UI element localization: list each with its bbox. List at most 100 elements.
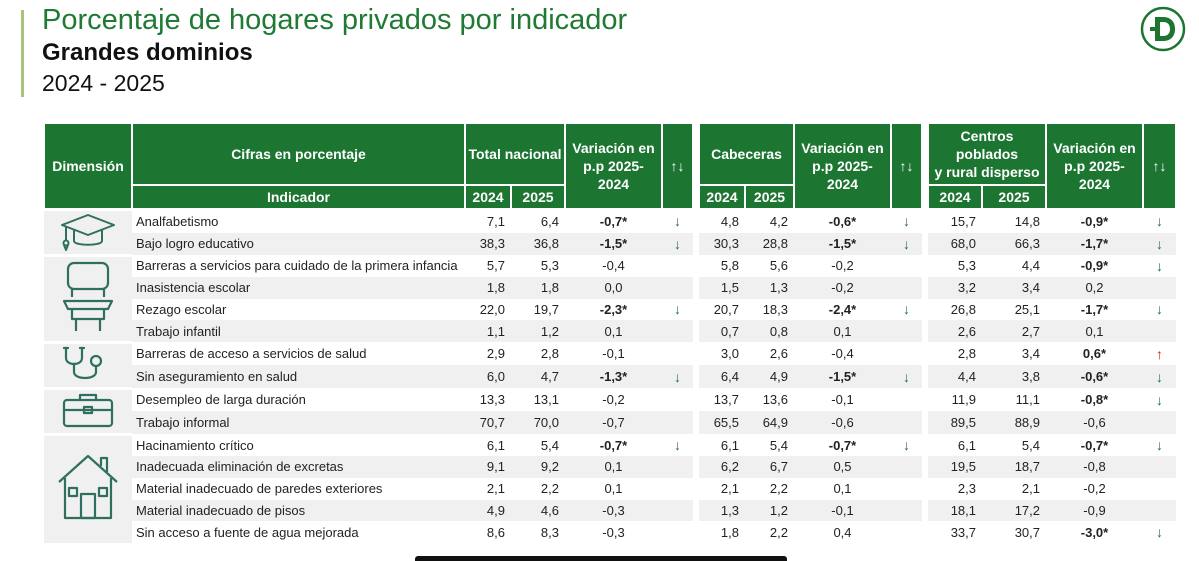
- centros-2024-value: 5,3: [928, 255, 982, 277]
- centros-2025-value: 88,9: [982, 411, 1046, 435]
- header-year-2024: 2024: [698, 184, 746, 210]
- cabeceras-2025-value: 2,6: [745, 342, 794, 366]
- cabeceras-2024-value: 6,4: [699, 365, 745, 389]
- table-row: Material inadecuado de paredes exteriore…: [44, 477, 1176, 500]
- cabeceras-2025-value: 64,9: [745, 411, 794, 435]
- indicator-name: Barreras de acceso a servicios de salud: [132, 342, 465, 366]
- briefcase-icon: [44, 386, 132, 435]
- centros-2025-value: 2,1: [982, 477, 1046, 500]
- cabeceras-variation-value: -0,1: [794, 499, 891, 522]
- house-icon: [44, 432, 132, 544]
- header-year-2025: 2025: [981, 184, 1047, 210]
- total-2025-value: 2,8: [511, 342, 565, 366]
- header-cabeceras: Cabeceras: [698, 122, 795, 186]
- column-gap: [922, 209, 928, 233]
- centros-2025-value: 3,4: [982, 276, 1046, 299]
- table-row: Barreras de acceso a servicios de salud 2…: [44, 340, 1176, 389]
- centros-2025-value: 3,4: [982, 342, 1046, 366]
- cabeceras-2025-value: 18,3: [745, 298, 794, 321]
- cabeceras-trend-arrow-icon: ↓: [891, 434, 922, 456]
- centros-2024-value: 11,9: [928, 388, 982, 412]
- column-gap: [693, 298, 699, 321]
- indicator-name: Analfabetismo: [132, 209, 465, 233]
- cabeceras-trend-arrow-icon: [891, 276, 922, 299]
- centros-variation-value: -0,2: [1046, 477, 1143, 500]
- indicators-table-body: Analfabetismo 7,1 6,4 -0,7* ↓ 4,8 4,2 -0,6* ↓ 15,…: [44, 207, 1176, 544]
- centros-2024-value: 6,1: [928, 434, 982, 456]
- indicator-name: Material inadecuado de paredes exteriore…: [132, 477, 465, 500]
- total-variation-value: -0,7: [565, 411, 662, 435]
- centros-variation-value: -0,9: [1046, 499, 1143, 522]
- table-row: Trabajo infantil 1,1 1,2 0,1 0,7 0,8 0,1 2,6 2,7…: [44, 320, 1176, 343]
- indicator-name: Sin acceso a fuente de agua mejorada: [132, 521, 465, 544]
- centros-2025-value: 5,4: [982, 434, 1046, 456]
- total-2024-value: 22,0: [465, 298, 511, 321]
- cabeceras-2025-value: 28,8: [745, 232, 794, 255]
- centros-2024-value: 2,6: [928, 320, 982, 343]
- table-row: Analfabetismo 7,1 6,4 -0,7* ↓ 4,8 4,2 -0,6* ↓ 15,…: [44, 207, 1176, 255]
- cabeceras-variation-value: -0,4: [794, 342, 891, 366]
- table-row: Inasistencia escolar 1,8 1,8 0,0 1,5 1,3 -0,2 3…: [44, 276, 1176, 299]
- total-trend-arrow-icon: [662, 499, 693, 522]
- header-arrows-centros: ↑↓: [1142, 122, 1177, 210]
- centros-2025-value: 3,8: [982, 365, 1046, 389]
- centros-trend-arrow-icon: [1143, 411, 1176, 435]
- total-variation-value: -0,3: [565, 521, 662, 544]
- total-trend-arrow-icon: [662, 388, 693, 412]
- total-2024-value: 38,3: [465, 232, 511, 255]
- centros-2025-value: 18,7: [982, 455, 1046, 478]
- cabeceras-2025-value: 5,6: [745, 255, 794, 277]
- cabeceras-trend-arrow-icon: [891, 411, 922, 435]
- cabeceras-2024-value: 6,2: [699, 455, 745, 478]
- total-2025-value: 8,3: [511, 521, 565, 544]
- column-gap: [693, 477, 699, 500]
- header-year-2025: 2025: [510, 184, 566, 210]
- centros-2025-value: 14,8: [982, 209, 1046, 233]
- column-gap: [693, 365, 699, 389]
- centros-variation-value: 0,1: [1046, 320, 1143, 343]
- column-gap: [922, 411, 928, 435]
- total-2024-value: 1,8: [465, 276, 511, 299]
- total-trend-arrow-icon: [662, 455, 693, 478]
- indicator-name: Sin aseguramiento en salud: [132, 365, 465, 389]
- centros-trend-arrow-icon: [1143, 320, 1176, 343]
- cabeceras-trend-arrow-icon: ↓: [891, 232, 922, 255]
- total-2025-value: 5,3: [511, 255, 565, 277]
- header-centros-poblados: Centros poblados y rural disperso: [927, 122, 1047, 186]
- centros-2025-value: 4,4: [982, 255, 1046, 277]
- total-variation-value: -0,7*: [565, 434, 662, 456]
- total-2024-value: 4,9: [465, 499, 511, 522]
- centros-trend-arrow-icon: [1143, 477, 1176, 500]
- cabeceras-variation-value: -0,6: [794, 411, 891, 435]
- cabeceras-2024-value: 20,7: [699, 298, 745, 321]
- centros-2024-value: 3,2: [928, 276, 982, 299]
- cabeceras-2024-value: 30,3: [699, 232, 745, 255]
- cabeceras-variation-value: -1,5*: [794, 365, 891, 389]
- centros-2024-value: 2,8: [928, 342, 982, 366]
- cabeceras-2024-value: 65,5: [699, 411, 745, 435]
- centros-trend-arrow-icon: ↓: [1143, 232, 1176, 255]
- header-total-nacional: Total nacional: [464, 122, 566, 186]
- centros-variation-value: -0,8: [1046, 455, 1143, 478]
- total-trend-arrow-icon: ↓: [662, 209, 693, 233]
- centros-variation-value: 0,2: [1046, 276, 1143, 299]
- cabeceras-trend-arrow-icon: [891, 255, 922, 277]
- header-cifras: Cifras en porcentaje: [131, 122, 466, 186]
- table-row: Desempleo de larga duración 13,3 13,1 -0,2 1…: [44, 386, 1176, 435]
- cabeceras-2024-value: 1,5: [699, 276, 745, 299]
- bottom-scrollbar[interactable]: [415, 556, 787, 561]
- header-indicador: Indicador: [131, 184, 466, 210]
- centros-trend-arrow-icon: [1143, 455, 1176, 478]
- cabeceras-trend-arrow-icon: ↓: [891, 365, 922, 389]
- total-trend-arrow-icon: [662, 320, 693, 343]
- column-gap: [693, 209, 699, 233]
- cabeceras-2025-value: 13,6: [745, 388, 794, 412]
- indicator-name: Material inadecuado de pisos: [132, 499, 465, 522]
- column-gap: [922, 477, 928, 500]
- header-gap: [692, 122, 700, 210]
- centros-trend-arrow-icon: ↓: [1143, 434, 1176, 456]
- header-year-2025: 2025: [744, 184, 795, 210]
- total-variation-value: 0,1: [565, 320, 662, 343]
- total-variation-value: -0,3: [565, 499, 662, 522]
- column-gap: [922, 455, 928, 478]
